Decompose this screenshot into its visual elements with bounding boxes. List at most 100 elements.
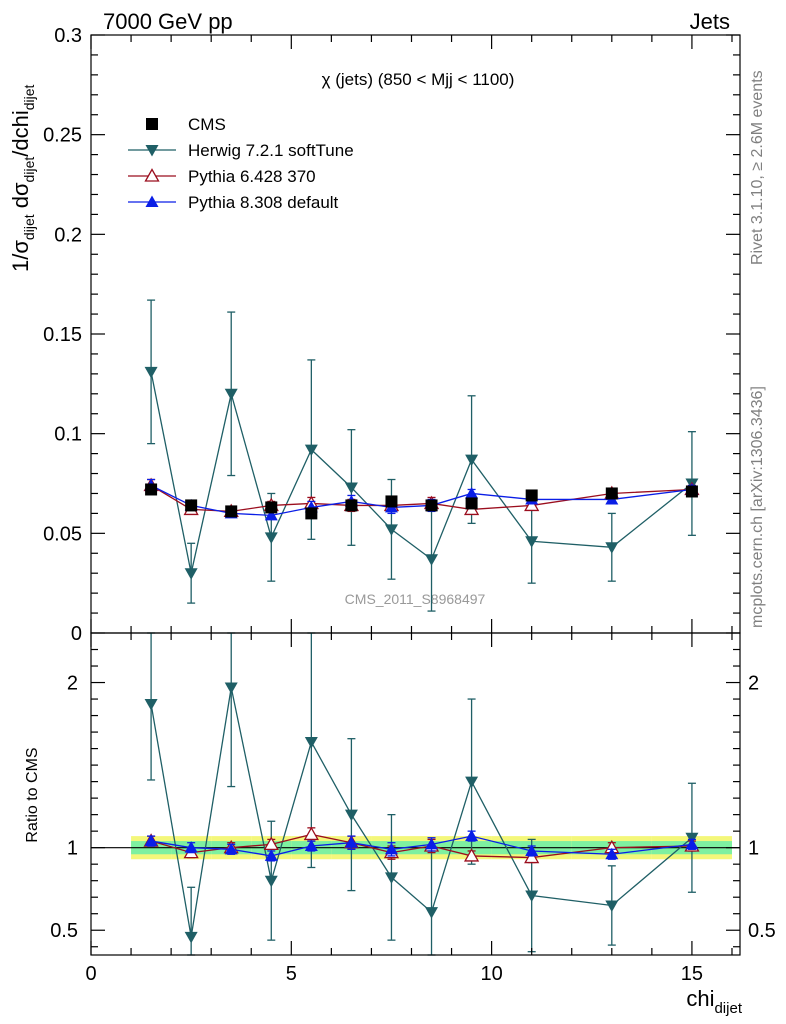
main-data-point bbox=[425, 499, 438, 512]
ratio-axes: 0 5 10 15 0.5 0.5 1 1 2 2 bbox=[50, 633, 776, 985]
legend-label: Pythia 8.308 default bbox=[188, 193, 339, 212]
ratio-data-point bbox=[224, 682, 238, 694]
y-tick-label: 0.2 bbox=[54, 224, 82, 246]
ratio-data-point bbox=[264, 849, 278, 861]
legend: CMS Herwig 7.2.1 softTune Pythia 6.428 370… bbox=[128, 115, 354, 212]
main-data-point bbox=[465, 486, 479, 499]
main-data-point bbox=[384, 524, 398, 536]
main-data-point bbox=[145, 483, 158, 496]
ratio-data-point bbox=[344, 836, 358, 848]
y-tick-label: 0.15 bbox=[43, 324, 82, 346]
main-series-line bbox=[150, 371, 693, 574]
main-data-point bbox=[605, 487, 618, 500]
x-tick-label: 15 bbox=[681, 963, 703, 985]
main-data-point bbox=[385, 495, 398, 508]
y-tick-label-right: 0.5 bbox=[748, 920, 776, 942]
main-y-axis-label: 1/σdijet dσdijet/dchidijet bbox=[8, 84, 37, 272]
x-tick-label: 0 bbox=[85, 963, 96, 985]
ratio-data-point bbox=[463, 848, 480, 862]
ratio-data-point bbox=[184, 931, 198, 944]
legend-marker bbox=[146, 118, 158, 130]
y-tick-label: 0.05 bbox=[43, 523, 82, 545]
analysis-watermark: CMS_2011_S8968497 bbox=[345, 591, 486, 607]
main-series-line bbox=[150, 484, 692, 513]
ratio-data-point bbox=[525, 890, 539, 903]
main-data-point bbox=[224, 388, 238, 401]
ratio-data-point bbox=[303, 826, 319, 841]
main-data-point bbox=[305, 507, 318, 520]
y-tick-label: 0.25 bbox=[43, 125, 82, 147]
legend-marker bbox=[144, 168, 160, 182]
legend-label: CMS bbox=[188, 115, 226, 134]
ratio-data-point bbox=[184, 841, 198, 853]
main-data-point bbox=[685, 485, 698, 498]
ratio-y-axis-label: Ratio to CMS bbox=[24, 747, 41, 842]
main-plot-panel: CMS_2011_S8968497 0 0.05 0.1 0.15 0.2 0.25 0.3… bbox=[43, 25, 741, 645]
mcplots-label: mcplots.cern.ch [arXiv:1306.3436] bbox=[749, 386, 766, 628]
y-tick-label-right: 2 bbox=[748, 673, 759, 695]
main-data-point bbox=[264, 532, 278, 544]
main-data-point bbox=[185, 499, 198, 512]
legend-marker bbox=[145, 195, 159, 207]
ratio-data-point bbox=[605, 847, 619, 860]
ratio-data-point bbox=[264, 875, 278, 888]
legend-marker bbox=[145, 145, 159, 157]
ratio-data-point bbox=[304, 839, 318, 852]
main-series-line bbox=[150, 484, 693, 517]
ratio-series-line bbox=[150, 835, 693, 857]
main-data-point bbox=[525, 489, 538, 502]
ratio-data-point bbox=[144, 834, 158, 847]
ratio-data-point bbox=[465, 776, 479, 789]
ratio-plot-frame bbox=[90, 632, 741, 956]
y-tick-label: 2 bbox=[67, 673, 78, 695]
y-tick-label-zero: 0 bbox=[71, 623, 82, 645]
ratio-data-point bbox=[144, 699, 158, 711]
ratio-plot-panel: 0 5 10 15 0.5 0.5 1 1 2 2 bbox=[50, 632, 776, 985]
ratio-series-line bbox=[150, 687, 693, 937]
main-data-point bbox=[344, 482, 358, 494]
ratio-data-point bbox=[384, 842, 398, 855]
ratio-data-point bbox=[685, 837, 699, 850]
main-data-point bbox=[304, 444, 318, 457]
main-data-point bbox=[265, 501, 278, 514]
main-data-point bbox=[465, 497, 478, 510]
ratio-data-point bbox=[344, 809, 358, 822]
ratio-data-point bbox=[425, 907, 439, 919]
legend-label: Pythia 6.428 370 bbox=[188, 167, 316, 186]
rivet-label: Rivet 3.1.10, ≥ 2.6M events bbox=[749, 70, 766, 265]
main-data-point bbox=[345, 499, 358, 512]
legend-label: Herwig 7.2.1 softTune bbox=[188, 141, 354, 160]
ratio-data-point bbox=[525, 844, 539, 856]
x-tick-label: 5 bbox=[286, 963, 297, 985]
ratio-data-point bbox=[524, 849, 540, 864]
ratio-data-point bbox=[263, 836, 279, 851]
x-axis-label: chidijet bbox=[686, 986, 742, 1017]
main-series-group bbox=[143, 299, 700, 612]
chart-title: χ (jets) (850 < Mjj < 1100) bbox=[322, 70, 515, 89]
main-data-point bbox=[225, 505, 238, 518]
y-tick-label: 0.1 bbox=[54, 424, 82, 446]
ratio-data-point bbox=[605, 900, 619, 912]
header-right: Jets bbox=[690, 9, 730, 34]
y-tick-label: 1 bbox=[67, 838, 78, 860]
ratio-data-point bbox=[384, 872, 398, 884]
main-data-point bbox=[264, 508, 278, 521]
main-data-point bbox=[465, 454, 479, 467]
main-data-point bbox=[425, 554, 439, 566]
main-data-point bbox=[184, 568, 198, 580]
y-tick-label: 0.3 bbox=[54, 25, 82, 47]
y-tick-label: 0.5 bbox=[50, 920, 78, 942]
main-data-point bbox=[524, 497, 540, 512]
ratio-data-point bbox=[425, 837, 439, 850]
ratio-data-point bbox=[304, 736, 318, 749]
header-left: 7000 GeV pp bbox=[103, 9, 233, 34]
main-axes: 0 0.05 0.1 0.15 0.2 0.25 0.3 bbox=[43, 25, 740, 645]
main-data-point bbox=[525, 536, 539, 548]
ratio-data-point bbox=[465, 829, 479, 842]
x-tick-label: 10 bbox=[480, 963, 502, 985]
ratio-series-group bbox=[143, 632, 700, 956]
main-data-point bbox=[144, 366, 158, 379]
main-data-point bbox=[605, 542, 619, 554]
y-tick-label-right: 1 bbox=[748, 838, 759, 860]
